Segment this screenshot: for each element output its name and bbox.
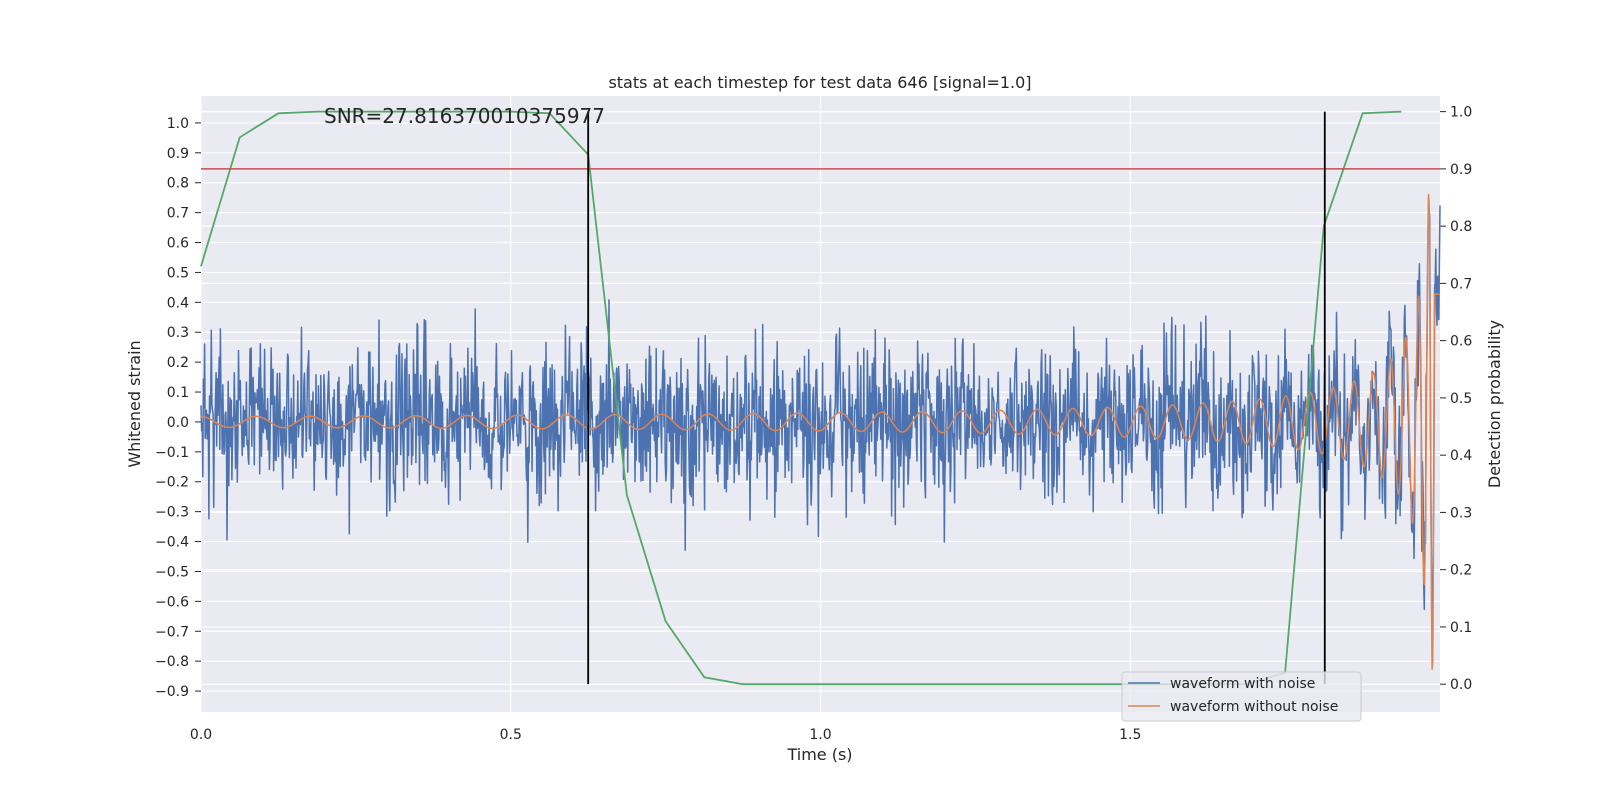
y2-tick-label: 0.3	[1450, 505, 1472, 521]
chart-title: stats at each timestep for test data 646…	[608, 73, 1031, 92]
y-tick-label: 1.0	[167, 116, 189, 132]
y-tick-label: 0.5	[167, 265, 189, 281]
y-tick-label: −0.2	[155, 475, 189, 491]
y-tick-label: 0.1	[167, 385, 189, 401]
y-tick-label: 0.9	[167, 146, 189, 162]
x-tick-label: 0.0	[190, 727, 212, 743]
y-tick-label: −0.3	[155, 505, 189, 521]
y2-tick-label: 0.8	[1450, 219, 1472, 235]
y-tick-label: 0.2	[167, 355, 189, 371]
y-tick-label: 0.6	[167, 236, 189, 252]
y-tick-label: −0.1	[155, 445, 189, 461]
y2-tick-labels: 1.0 0.9 0.8 0.7 0.6 0.5 0.4 0.3 0.2 0.1 0.0	[1450, 105, 1472, 694]
x-tick-label: 1.5	[1119, 727, 1141, 743]
y-tick-label: −0.6	[155, 594, 189, 610]
y2-tick-label: 0.7	[1450, 276, 1472, 292]
reference-lines	[201, 111, 1440, 685]
legend: waveform with noise waveform without noi…	[1121, 671, 1362, 722]
y-axis-title: Whitened strain	[125, 340, 144, 467]
y2-tick-label: 0.2	[1450, 563, 1472, 579]
y2-tick-label: 0.6	[1450, 334, 1472, 350]
y2-tick-label: 0.1	[1450, 620, 1472, 636]
x-tick-label: 1.0	[809, 727, 831, 743]
y-tick-labels: 1.0 0.9 0.8 0.7 0.6 0.5 0.4 0.3 0.2 0.1 0.0 −0.1 −0.…	[155, 116, 189, 700]
y-tick-label: −0.4	[155, 535, 189, 551]
legend-label-clean: waveform without noise	[1170, 699, 1338, 715]
series-line-waveform-without-noise	[200, 193, 1441, 671]
legend-frame	[1121, 671, 1362, 722]
y-tick-label: 0.7	[167, 206, 189, 222]
y-tick-label: −0.7	[155, 624, 189, 640]
y-tick-label: −0.5	[155, 564, 189, 580]
x-axis-title: Time (s)	[786, 745, 852, 764]
legend-label-noise: waveform with noise	[1170, 676, 1315, 692]
x-tick-label: 0.5	[500, 727, 522, 743]
y2-tick-label: 0.0	[1450, 677, 1472, 693]
y-tick-label: 0.3	[167, 325, 189, 341]
y2-tick-label: 0.9	[1450, 162, 1472, 178]
y2-axis-title: Detection probability	[1485, 320, 1504, 488]
y-tick-label: −0.9	[155, 684, 189, 700]
snr-annotation: SNR=27.816370010375977	[324, 104, 605, 128]
y-tick-label: 0.0	[167, 415, 189, 431]
y-tick-label: −0.8	[155, 654, 189, 670]
y2-tick-label: 0.5	[1450, 391, 1472, 407]
y-tick-label: 0.8	[167, 176, 189, 192]
x-tick-labels: 0.0 0.5 1.0 1.5	[190, 727, 1142, 743]
y2-tick-label: 0.4	[1450, 448, 1472, 464]
y2-tick-label: 1.0	[1450, 105, 1472, 121]
series-line-waveform-with-noise	[200, 205, 1441, 650]
y-tick-label: 0.4	[167, 295, 189, 311]
